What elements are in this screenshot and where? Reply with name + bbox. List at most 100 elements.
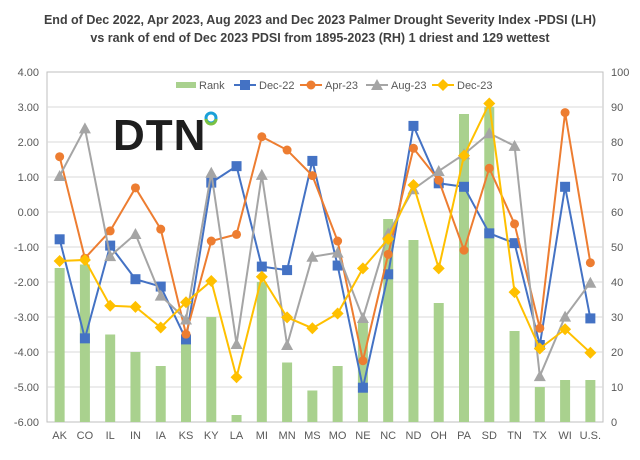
left-axis-tick-label: -1.00	[14, 242, 39, 254]
point-dec-22	[509, 238, 520, 249]
x-axis-tick-label: ND	[406, 430, 422, 442]
point-dec-23	[53, 255, 66, 267]
point-dec-22	[307, 155, 318, 166]
point-dec-22	[459, 181, 469, 192]
series-line-dec-23	[59, 100, 592, 378]
right-axis-tick-label: 0	[611, 417, 617, 429]
point-apr-23	[181, 329, 191, 339]
series-line-dec-22	[58, 122, 592, 388]
left-axis-tick-label: 3.00	[18, 102, 39, 114]
point-dec-22	[105, 240, 116, 251]
x-axis-tick-label: WI	[558, 430, 571, 442]
point-aug-23	[104, 250, 117, 262]
point-aug-23	[483, 127, 496, 139]
point-apr-23	[282, 145, 292, 155]
point-aug-23	[584, 276, 597, 288]
point-dec-23	[508, 286, 521, 299]
point-dec-22	[585, 313, 596, 324]
right-axis-tick-label: 20	[611, 347, 623, 359]
right-axis-tick-label: 90	[611, 102, 623, 114]
x-axis-tick-label: U.S.	[580, 430, 601, 442]
point-apr-23	[206, 236, 216, 246]
point-dec-23	[306, 322, 319, 335]
point-dec-23	[458, 149, 470, 162]
x-axis-tick-label: MI	[256, 430, 268, 442]
x-axis-tick-label: KY	[204, 430, 219, 442]
x-axis-tick-label: NE	[355, 430, 370, 442]
legend-label-aug-23: Aug-23	[391, 80, 426, 92]
point-aug-23	[154, 289, 167, 301]
x-axis-tick-label: SD	[482, 430, 497, 442]
point-aug-23	[356, 312, 369, 324]
rank-bar	[484, 107, 495, 422]
point-dec-22	[357, 382, 368, 393]
point-dec-23	[180, 296, 192, 309]
point-dec-23	[533, 342, 546, 355]
point-apr-23	[535, 323, 545, 333]
rank-bar	[181, 341, 191, 422]
rank-bar	[433, 303, 444, 422]
point-apr-23	[105, 226, 115, 236]
rank-bar	[332, 366, 343, 422]
legend-marker-apr-23	[306, 80, 316, 90]
point-aug-23	[382, 227, 395, 239]
rank-bar	[408, 240, 419, 422]
point-dec-23	[483, 97, 496, 110]
point-dec-22	[181, 334, 191, 345]
point-dec-23	[129, 300, 142, 313]
point-dec-22	[484, 228, 495, 239]
x-axis-tick-label: KS	[179, 430, 194, 442]
x-axis-tick-label: MO	[329, 430, 347, 442]
point-dec-22	[332, 260, 343, 271]
left-axis-tick-label: -6.00	[14, 417, 39, 429]
point-dec-23	[78, 253, 91, 266]
rank-bar	[534, 387, 545, 422]
rank-bar	[509, 331, 520, 422]
point-dec-23	[559, 323, 572, 336]
legend-label-apr-23: Apr-23	[325, 80, 358, 92]
point-aug-23	[129, 228, 142, 240]
rank-bar	[357, 320, 368, 422]
x-axis-tick-label: CO	[77, 430, 94, 442]
point-aug-23	[432, 165, 445, 177]
point-dec-22	[256, 261, 267, 272]
point-dec-23	[331, 307, 344, 320]
point-dec-23	[432, 262, 445, 275]
point-apr-23	[560, 108, 570, 118]
legend-label-dec-22: Dec-22	[259, 80, 294, 92]
left-axis-tick-label: 0.00	[18, 207, 39, 219]
point-dec-23	[356, 262, 369, 275]
x-axis-tick-label: MN	[279, 430, 296, 442]
legend-label-rank: Rank	[199, 80, 225, 92]
point-aug-23	[331, 246, 344, 258]
point-dec-23	[230, 371, 243, 384]
left-axis-tick-label: 1.00	[18, 172, 39, 184]
right-axis-tick-label: 40	[611, 277, 623, 289]
point-dec-23	[382, 232, 395, 245]
point-aug-23	[205, 166, 218, 178]
left-axis-tick-label: -3.00	[14, 312, 39, 324]
left-axis-tick-label: 4.00	[18, 67, 39, 79]
legend-marker-aug-23	[371, 79, 383, 90]
point-dec-22	[130, 274, 141, 285]
point-dec-23	[205, 274, 218, 287]
right-axis-tick-label: 70	[611, 172, 623, 184]
point-dec-23	[584, 346, 597, 359]
point-aug-23	[306, 250, 319, 262]
rank-bar	[130, 352, 141, 422]
point-aug-23	[559, 310, 572, 322]
rank-bar	[282, 362, 293, 422]
point-aug-23	[281, 339, 294, 350]
x-axis-tick-label: MS	[304, 430, 321, 442]
left-axis-tick-label: 2.00	[18, 137, 39, 149]
point-dec-22	[408, 120, 419, 131]
dtn-logo: DTN	[113, 111, 206, 160]
point-dec-23	[407, 179, 420, 192]
rank-bar	[54, 268, 65, 422]
legend-marker-dec-23	[437, 79, 449, 91]
logo-ring-accent-icon	[204, 118, 218, 126]
rank-bar	[155, 366, 166, 422]
point-dec-23	[104, 299, 117, 312]
x-axis-tick-label: OH	[430, 430, 447, 442]
rank-bar	[231, 415, 242, 422]
